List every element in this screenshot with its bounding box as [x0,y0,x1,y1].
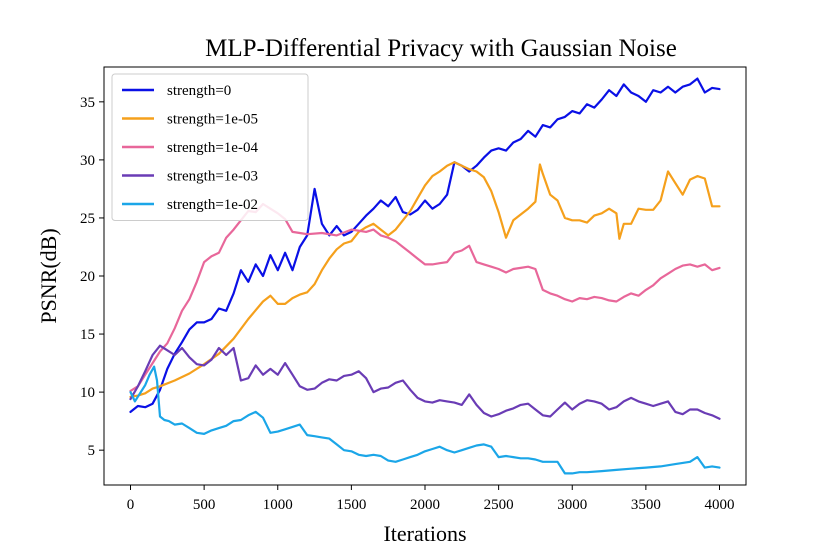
x-axis: 0 500 1000 1500 2000 2500 3000 3500 4000 [127,485,734,513]
series-line-3 [129,344,721,420]
y-tick-label: 35 [80,95,95,111]
x-tick-label: 500 [193,497,216,513]
series-line-0 [129,77,721,413]
series-line-1 [129,161,721,398]
x-tick-label: 1500 [336,497,366,513]
legend-label-3: strength=1e-03 [167,169,258,185]
y-tick-label: 5 [88,443,96,459]
y-axis: 5 10 15 20 25 30 35 [80,95,104,459]
series-line-4 [129,365,721,475]
x-tick-label: 0 [127,497,135,513]
y-tick-label: 15 [80,327,95,343]
legend-label-0: strength=0 [167,83,231,99]
x-tick-label: 2500 [484,497,514,513]
x-tick-label: 3500 [631,497,661,513]
x-tick-label: 1000 [263,497,293,513]
legend-label-2: strength=1e-04 [167,140,258,156]
y-tick-label: 30 [80,153,95,169]
series-layer [129,77,721,475]
chart-title: MLP-Differential Privacy with Gaussian N… [205,35,677,62]
y-axis-label: PSNR(dB) [36,228,61,323]
legend-label-1: strength=1e-05 [167,112,258,128]
y-tick-label: 10 [80,385,95,401]
x-tick-label: 2000 [410,497,440,513]
x-tick-label: 4000 [704,497,734,513]
y-tick-label: 20 [80,269,95,285]
x-tick-label: 3000 [557,497,587,513]
series-line-2 [129,202,721,392]
legend-box [111,73,309,221]
y-tick-label: 25 [80,211,95,227]
x-axis-label: Iterations [383,521,466,546]
legend: strength=0 strength=1e-05 strength=1e-04 st… [111,73,309,221]
legend-label-4: strength=1e-02 [167,197,258,213]
